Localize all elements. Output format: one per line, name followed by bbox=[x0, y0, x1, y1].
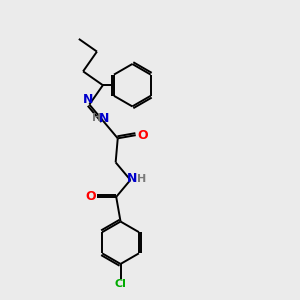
Text: N: N bbox=[83, 93, 93, 106]
Text: Cl: Cl bbox=[115, 279, 127, 289]
Text: O: O bbox=[85, 190, 96, 203]
Text: H: H bbox=[137, 173, 146, 184]
Text: N: N bbox=[99, 112, 110, 125]
Text: O: O bbox=[137, 129, 148, 142]
Text: H: H bbox=[92, 113, 101, 123]
Text: N: N bbox=[127, 172, 137, 185]
